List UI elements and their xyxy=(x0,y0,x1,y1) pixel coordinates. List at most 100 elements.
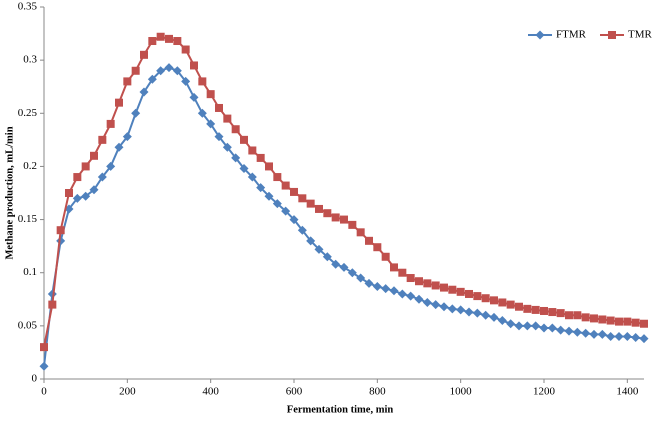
marker xyxy=(223,114,232,123)
marker xyxy=(556,325,566,335)
marker xyxy=(597,329,607,339)
marker xyxy=(497,316,507,326)
marker xyxy=(606,331,616,341)
x-tick-label: 1200 xyxy=(533,386,556,398)
marker xyxy=(81,162,90,171)
marker xyxy=(214,132,224,142)
marker xyxy=(564,326,574,336)
marker xyxy=(548,308,557,317)
marker xyxy=(447,304,457,314)
marker xyxy=(89,185,99,195)
marker xyxy=(140,50,148,59)
marker xyxy=(247,172,257,182)
marker xyxy=(97,172,107,182)
marker xyxy=(381,284,391,294)
marker xyxy=(406,274,415,283)
marker xyxy=(514,321,524,331)
marker xyxy=(114,142,124,152)
marker xyxy=(506,300,515,309)
marker xyxy=(248,146,257,155)
marker xyxy=(456,305,466,315)
marker xyxy=(272,199,282,209)
marker xyxy=(606,316,615,325)
marker xyxy=(323,209,332,218)
marker xyxy=(122,132,132,142)
marker xyxy=(598,315,607,324)
marker xyxy=(581,313,590,322)
marker xyxy=(72,193,82,203)
marker xyxy=(106,161,116,171)
marker xyxy=(456,287,465,296)
marker xyxy=(297,225,307,235)
marker xyxy=(631,333,641,343)
marker xyxy=(315,204,323,213)
marker xyxy=(322,252,332,262)
marker xyxy=(281,206,291,216)
marker xyxy=(222,142,232,152)
marker xyxy=(190,61,198,70)
x-tick-label: 0 xyxy=(41,386,47,398)
marker xyxy=(81,191,91,201)
marker xyxy=(164,63,174,73)
marker xyxy=(98,135,107,144)
marker xyxy=(56,226,65,235)
marker xyxy=(448,285,457,294)
x-tick-label: 400 xyxy=(202,386,219,398)
marker xyxy=(431,300,441,310)
legend-label: TMR xyxy=(628,29,653,41)
marker xyxy=(556,309,565,318)
marker xyxy=(356,273,366,283)
marker xyxy=(197,108,207,118)
marker xyxy=(215,103,223,112)
marker xyxy=(156,32,165,41)
marker xyxy=(522,321,532,331)
marker xyxy=(73,173,82,182)
marker xyxy=(398,268,407,277)
marker xyxy=(106,119,115,128)
marker xyxy=(615,317,623,326)
marker xyxy=(339,262,349,272)
y-tick-label: 0.05 xyxy=(18,319,38,331)
marker xyxy=(314,244,324,254)
marker xyxy=(173,37,182,46)
y-tick-label: 0.15 xyxy=(18,213,38,225)
marker xyxy=(40,343,48,352)
marker xyxy=(281,181,290,190)
marker xyxy=(481,310,491,320)
marker xyxy=(431,281,440,290)
marker xyxy=(256,153,265,162)
marker xyxy=(181,45,190,54)
marker xyxy=(206,90,215,99)
marker xyxy=(589,329,599,339)
x-tick-label: 1000 xyxy=(450,386,473,398)
marker xyxy=(172,66,182,76)
marker xyxy=(489,312,499,322)
marker xyxy=(439,302,449,312)
marker xyxy=(389,286,399,296)
marker xyxy=(147,74,157,84)
marker xyxy=(290,187,298,196)
marker xyxy=(381,252,390,261)
marker xyxy=(397,289,407,299)
y-tick-label: 0.25 xyxy=(18,107,38,119)
marker xyxy=(123,77,132,86)
marker xyxy=(414,294,424,304)
marker xyxy=(623,317,632,326)
y-axis-label: Methane production, mL/min xyxy=(4,126,15,259)
marker xyxy=(565,311,573,320)
marker xyxy=(440,283,448,292)
marker xyxy=(131,66,140,75)
marker xyxy=(348,220,357,229)
marker xyxy=(239,164,249,174)
marker xyxy=(115,98,123,107)
marker xyxy=(265,162,273,171)
marker xyxy=(165,34,173,43)
marker xyxy=(464,307,474,317)
marker xyxy=(540,306,548,315)
marker xyxy=(298,194,307,203)
marker xyxy=(423,279,432,288)
marker xyxy=(356,228,365,237)
marker xyxy=(189,92,199,102)
marker xyxy=(531,321,541,331)
